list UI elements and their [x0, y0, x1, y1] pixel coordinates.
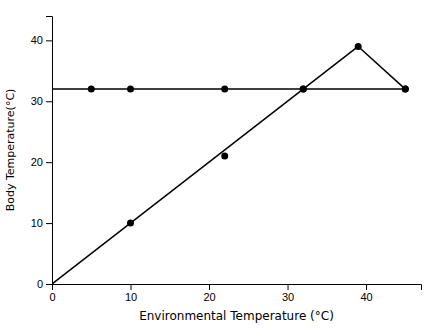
tick-mark [46, 284, 52, 285]
tick-label: 10 [125, 291, 137, 303]
point [355, 43, 362, 50]
x-axis: 0 10 20 30 40 [49, 284, 421, 303]
tick-mark [209, 284, 210, 290]
points [127, 43, 409, 227]
tick-label: 30 [31, 95, 43, 107]
marks [52, 43, 409, 284]
tick: 20 [31, 156, 52, 168]
tick-label: 40 [360, 291, 372, 303]
y-axis: 0 10 20 30 40 [31, 17, 53, 291]
point [221, 86, 228, 93]
point [402, 86, 409, 93]
tick-label: 20 [31, 156, 43, 168]
tick-label: 30 [282, 291, 294, 303]
chart: 0 10 20 30 40 0 10 20 30 40 Environmental Temperat… [0, 0, 437, 328]
tick: 30 [282, 284, 294, 303]
points [88, 86, 409, 93]
point [127, 86, 134, 93]
tick: 40 [360, 284, 372, 303]
point [88, 86, 95, 93]
point [127, 220, 134, 227]
tick-mark [288, 284, 289, 290]
tick: 30 [31, 95, 52, 107]
line [52, 88, 405, 90]
tick: 20 [203, 284, 215, 303]
tick-label: 10 [31, 217, 43, 229]
tick-label: 40 [31, 34, 43, 46]
point [300, 86, 307, 93]
point [402, 86, 409, 93]
axis-line [46, 17, 53, 285]
tick-label: 0 [37, 278, 43, 290]
tick: 0 [49, 284, 55, 303]
tick: 40 [31, 34, 52, 46]
tick: 0 [37, 278, 52, 290]
tick: 10 [31, 217, 52, 229]
tick-mark [366, 284, 367, 290]
y-axis-title: Body Temperature(°C) [4, 89, 17, 212]
tick-mark [131, 284, 132, 290]
line [52, 46, 358, 284]
point [221, 153, 228, 160]
x-axis-title: Environmental Temperature (°C) [139, 309, 334, 323]
tick-mark [46, 101, 52, 102]
tick-label: 20 [203, 291, 215, 303]
tick: 10 [125, 284, 137, 303]
line [358, 46, 405, 89]
tick-mark [46, 223, 52, 224]
axis-line [53, 285, 422, 291]
point [300, 86, 307, 93]
tick-label: 0 [49, 291, 55, 303]
plot: 0 10 20 30 40 0 10 20 30 40 [31, 17, 422, 303]
tick-mark [46, 40, 52, 41]
tick-mark [46, 162, 52, 163]
